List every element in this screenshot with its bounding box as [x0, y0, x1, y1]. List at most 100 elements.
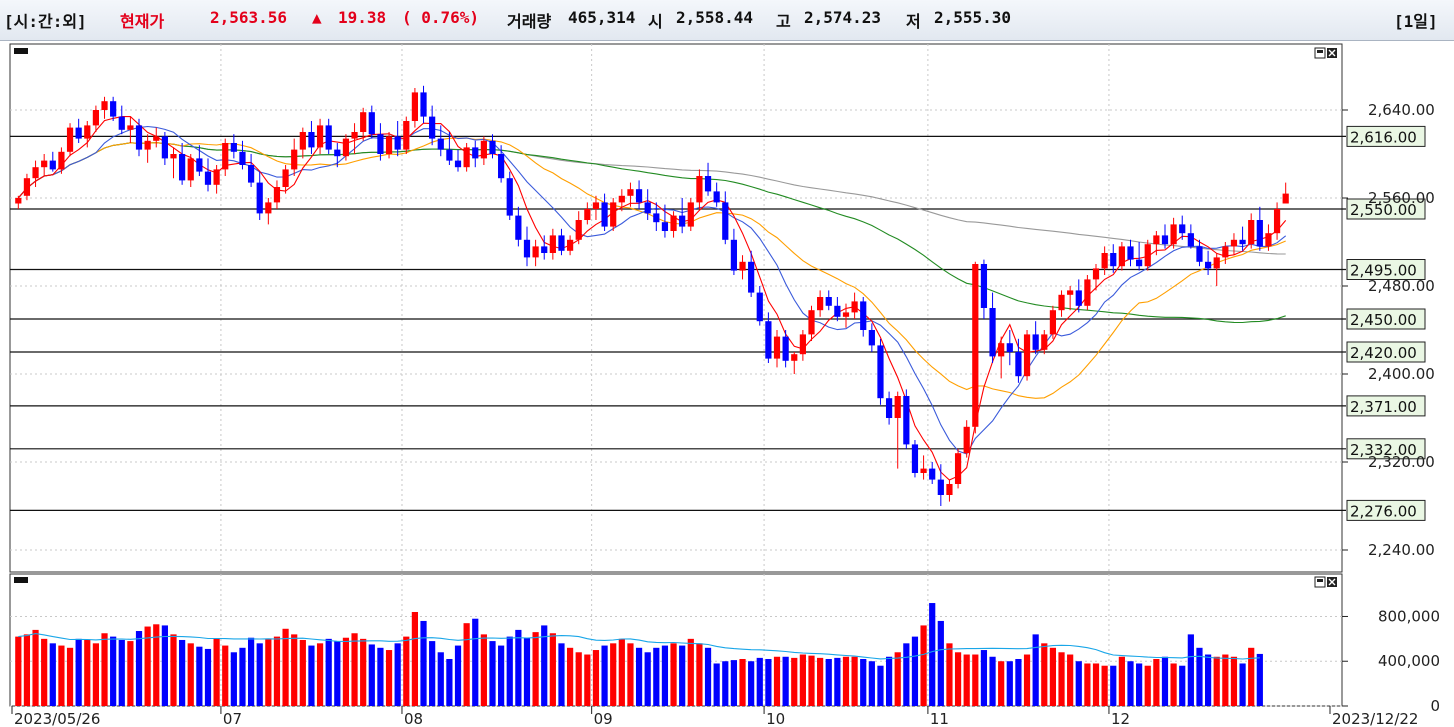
candle-down	[49, 160, 56, 170]
volume-bar-up	[575, 652, 582, 706]
volume-bar-down	[929, 603, 936, 706]
volume-bar-down	[49, 643, 56, 706]
volume-bar-down	[860, 658, 867, 706]
volume-bar-up	[1049, 647, 1057, 706]
candle-up	[32, 167, 39, 179]
candle-up	[1084, 279, 1091, 306]
level-label: 2,450.00	[1350, 311, 1417, 329]
open-label: 시	[648, 12, 663, 31]
candle-up	[385, 136, 393, 154]
candle-up	[1248, 220, 1255, 245]
volume-bar-up	[342, 637, 350, 706]
volume-bar-down	[1196, 647, 1203, 706]
candle-up	[153, 136, 160, 141]
volume-bar-up	[23, 634, 31, 706]
volume-bar-up	[187, 643, 194, 706]
volume-bar-up	[144, 626, 151, 706]
volume-bar-up	[291, 634, 298, 706]
candle-down	[110, 101, 117, 117]
volume-bar-up	[920, 625, 927, 706]
candle-up	[299, 132, 306, 150]
volume-bar-down	[196, 646, 203, 706]
candle-down	[644, 202, 651, 214]
volume-bar-up	[791, 657, 798, 706]
volume-bar-down	[834, 657, 841, 706]
candle-up	[963, 426, 970, 454]
volume-axis: 800,000 400,000 0	[1342, 607, 1440, 715]
period-selector[interactable]: [1일]	[1394, 12, 1438, 31]
volume-bar-down	[118, 639, 125, 706]
volume-bar-down	[1015, 658, 1022, 706]
candle-up	[592, 202, 600, 209]
candle-up	[808, 310, 815, 335]
candle-down	[179, 154, 186, 181]
volume-bar-up	[566, 647, 574, 706]
candle-up	[127, 125, 134, 130]
volume-bar-up	[170, 634, 177, 706]
volume-bar-up	[687, 638, 694, 706]
candle-down	[1179, 224, 1186, 234]
volume-bar-up	[963, 654, 970, 706]
session-mode[interactable]: [시:간:외]	[4, 12, 87, 31]
candle-up	[696, 176, 703, 203]
candle-down	[420, 92, 427, 117]
volume-bar-down	[601, 645, 608, 706]
volume-bar-down	[730, 660, 738, 706]
volume-bar-up	[627, 643, 634, 706]
candle-down	[75, 127, 82, 139]
volume-bar-down	[1032, 634, 1039, 706]
volume-bar-down	[825, 658, 832, 706]
volume-bar-down	[748, 661, 755, 706]
volume-bar-down	[541, 625, 548, 706]
volume-bar-down	[1256, 653, 1263, 706]
current-price-label: 현재가	[120, 12, 165, 31]
volume-bar-down	[989, 656, 996, 706]
stock-chart[interactable]: 2,616.00 2,550.00 2,495.00 2,450.00 2,420.00…	[0, 40, 1454, 727]
candle-down	[980, 264, 988, 308]
ma60-line	[17, 142, 1286, 324]
candle-up	[1265, 233, 1272, 247]
volume-pane-menu-icon[interactable]	[14, 577, 28, 583]
candle-down	[1075, 290, 1082, 306]
price-pane-menu-icon[interactable]	[14, 48, 28, 54]
volume-bar-down	[1161, 656, 1169, 706]
price-pane	[9, 43, 1343, 573]
level-label: 2,616.00	[1350, 128, 1417, 146]
candle-up	[403, 121, 410, 150]
volume-bar-up	[92, 643, 100, 706]
volume-bar-up	[972, 654, 979, 706]
date-tick-label: 08	[404, 710, 423, 727]
volume-bar-up	[1041, 643, 1048, 706]
date-tick-label: 2023/12/22	[1332, 710, 1418, 727]
volume-bar-down	[523, 637, 531, 706]
volume-bar-down	[368, 644, 375, 706]
volume-bar-down	[877, 665, 884, 706]
ma5-line	[17, 116, 1287, 481]
candle-up	[610, 202, 617, 227]
price-pane-window-controls-icon[interactable]	[1314, 47, 1337, 59]
volume-bar-down	[1006, 661, 1013, 706]
candle-up	[687, 202, 694, 227]
candle-up	[851, 301, 858, 313]
volume-bar-up	[1170, 663, 1177, 706]
volume-pane-window-controls-icon[interactable]	[1314, 576, 1337, 588]
candle-up	[342, 138, 350, 157]
volume-value: 465,314	[568, 8, 636, 27]
candle-down	[722, 202, 729, 240]
date-tick-label: 09	[594, 710, 613, 727]
candle-down	[1127, 246, 1134, 260]
candle-down	[713, 191, 720, 203]
volume-bar-down	[75, 638, 82, 706]
volume-bar-up	[84, 639, 91, 706]
volume-bar-up	[480, 634, 487, 706]
volume-bar-up	[584, 654, 591, 706]
volume-bar-up	[360, 638, 367, 706]
candle-down	[782, 336, 789, 361]
candle-down	[825, 297, 832, 306]
volume-bar-up	[213, 638, 220, 706]
ma10-line	[17, 125, 1287, 455]
volume-bar-down	[661, 645, 669, 706]
candle-down	[1136, 259, 1143, 267]
level-label: 2,550.00	[1350, 201, 1417, 219]
candle-down	[1239, 239, 1246, 245]
